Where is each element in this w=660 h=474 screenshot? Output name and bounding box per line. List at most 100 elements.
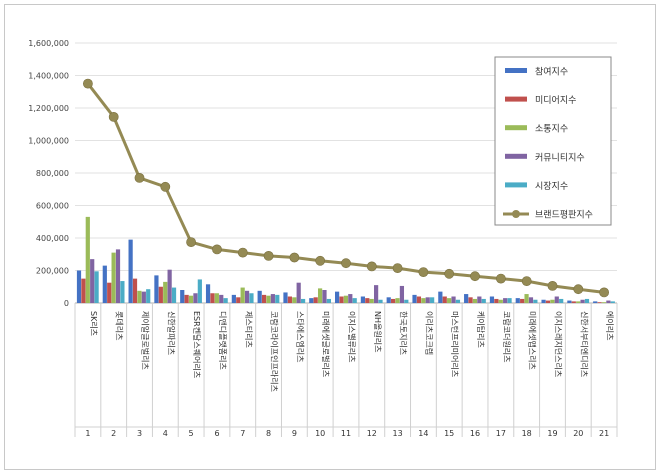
bar bbox=[386, 297, 391, 303]
bar bbox=[231, 294, 236, 304]
bar bbox=[416, 296, 422, 303]
y-tick-label: 600,000 bbox=[36, 202, 69, 211]
bar bbox=[257, 290, 262, 303]
bar bbox=[507, 298, 512, 304]
bar bbox=[292, 297, 297, 303]
y-tick-label: 0 bbox=[64, 299, 69, 308]
rank-label: 20 bbox=[573, 429, 583, 438]
bar bbox=[352, 298, 357, 304]
bar bbox=[214, 293, 219, 303]
bar bbox=[188, 295, 194, 303]
bar bbox=[421, 298, 426, 304]
bar bbox=[498, 299, 503, 303]
line-series bbox=[83, 78, 609, 298]
bar bbox=[395, 298, 400, 304]
bar bbox=[378, 299, 383, 303]
x-tick-label: 코람코더원리츠 bbox=[502, 311, 511, 363]
bar bbox=[317, 288, 323, 304]
bar bbox=[515, 298, 520, 304]
y-tick-label: 1,600,000 bbox=[28, 39, 69, 48]
bar bbox=[477, 296, 482, 303]
rank-label: 16 bbox=[470, 429, 480, 438]
bar bbox=[464, 294, 469, 303]
bar bbox=[313, 297, 318, 303]
bar bbox=[559, 298, 564, 303]
bar bbox=[326, 298, 331, 303]
bar bbox=[593, 301, 598, 304]
bar bbox=[85, 216, 90, 304]
rank-label: 1 bbox=[85, 429, 90, 438]
bar bbox=[576, 301, 581, 304]
bar bbox=[275, 294, 280, 304]
chart-frame: 0 200,000 400,000 600,000 800,000 1,000,000 1,… bbox=[4, 4, 656, 470]
bar-series bbox=[76, 216, 615, 304]
bar bbox=[545, 300, 551, 303]
bar bbox=[94, 271, 99, 303]
line-point bbox=[599, 287, 609, 298]
bar bbox=[343, 295, 348, 303]
rank-label: 14 bbox=[418, 429, 428, 438]
rank-label: 9 bbox=[292, 429, 297, 438]
bar bbox=[391, 298, 396, 303]
y-tick-label: 1,000,000 bbox=[28, 137, 69, 146]
line-point bbox=[495, 273, 506, 284]
line-point bbox=[315, 255, 326, 266]
bar bbox=[309, 298, 314, 304]
x-tick-label: 에이리츠 bbox=[605, 311, 615, 340]
y-tick-label: 400,000 bbox=[36, 234, 69, 243]
x-tick-label: SK리츠 bbox=[89, 311, 98, 336]
bar bbox=[193, 293, 198, 303]
line-point bbox=[418, 267, 429, 277]
bar bbox=[520, 298, 525, 303]
bar bbox=[404, 299, 409, 303]
bar bbox=[102, 265, 107, 304]
x-tick-label: 케이탑리츠 bbox=[476, 311, 486, 348]
legend-entry: 소통지수 bbox=[535, 124, 568, 135]
rank-label: 12 bbox=[367, 429, 377, 438]
bar bbox=[261, 294, 267, 304]
bar bbox=[81, 278, 86, 304]
legend-entry: 브랜드평판지수 bbox=[535, 210, 593, 221]
bar bbox=[584, 298, 590, 303]
bar bbox=[541, 299, 546, 303]
bar bbox=[249, 293, 254, 303]
line-point bbox=[392, 263, 403, 273]
bar bbox=[197, 279, 202, 303]
bar bbox=[115, 249, 121, 304]
x-tick-label: 마스턴프리미어리츠 bbox=[450, 311, 460, 377]
y-tick-label: 1,200,000 bbox=[28, 104, 69, 113]
bar bbox=[300, 298, 306, 303]
bar bbox=[481, 298, 486, 303]
bar bbox=[430, 297, 435, 303]
x-tick-label: 한국토지리츠 bbox=[399, 311, 408, 355]
y-tick-label: 800,000 bbox=[36, 169, 69, 178]
rank-label: 13 bbox=[393, 429, 403, 438]
gridlines bbox=[74, 42, 618, 437]
bar bbox=[296, 282, 301, 303]
bar bbox=[571, 301, 576, 304]
bar bbox=[567, 300, 572, 303]
bar bbox=[154, 275, 159, 304]
line-point bbox=[134, 172, 145, 183]
bar bbox=[184, 294, 189, 304]
rank-label: 15 bbox=[444, 429, 454, 438]
legend-box bbox=[494, 56, 612, 226]
bar bbox=[554, 296, 559, 303]
bar bbox=[240, 287, 245, 303]
legend-entry: 커뮤니티지수 bbox=[535, 152, 585, 163]
x-tick-label: 미래에셋글로벌리츠 bbox=[321, 311, 331, 377]
bar bbox=[335, 291, 340, 304]
bar bbox=[369, 298, 374, 303]
bar bbox=[137, 290, 142, 303]
bar bbox=[167, 269, 172, 303]
rank-label: 17 bbox=[496, 429, 506, 438]
bar bbox=[550, 299, 555, 303]
brand-reputation-chart: 0 200,000 400,000 600,000 800,000 1,000,000 1,… bbox=[28, 39, 618, 438]
bar bbox=[360, 296, 366, 303]
bar bbox=[442, 296, 447, 303]
legend-entry: 미디어지수 bbox=[535, 95, 576, 106]
line-point bbox=[470, 271, 480, 282]
bar bbox=[528, 297, 534, 303]
bar bbox=[610, 301, 615, 304]
x-axis-labels: SK리츠 롯데리츠 제이알글로벌리츠 신한알파리츠 ESR켄달스퀘어리츠 디앤디플랫폼리츠… bbox=[85, 311, 615, 438]
